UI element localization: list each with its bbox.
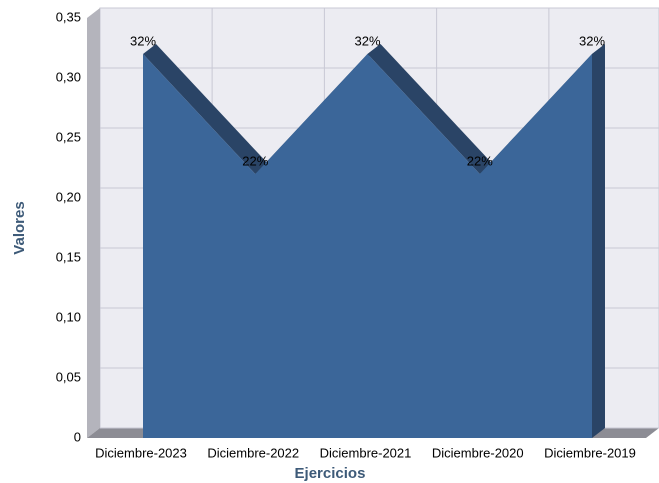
y-tick-label: 0,15: [56, 249, 81, 264]
x-tick-label: Diciembre-2020: [432, 445, 524, 460]
area: [143, 54, 592, 438]
y-axis-title: Valores: [11, 201, 28, 254]
area-side: [592, 44, 605, 438]
side-wall: [87, 8, 100, 438]
x-tick-label: Diciembre-2022: [207, 445, 299, 460]
area-ridge: [143, 44, 269, 174]
data-label: 22%: [242, 153, 268, 168]
y-tick-label: 0: [74, 429, 81, 444]
y-tick-label: 0,10: [56, 309, 81, 324]
data-label: 32%: [354, 33, 380, 48]
x-tick-label: Diciembre-2023: [95, 445, 187, 460]
x-tick-label: Diciembre-2021: [320, 445, 412, 460]
y-tick-label: 0,25: [56, 129, 81, 144]
y-tick-label: 0,05: [56, 369, 81, 384]
data-label: 22%: [467, 153, 493, 168]
data-label: 32%: [579, 33, 605, 48]
y-tick-label: 0,30: [56, 69, 81, 84]
data-label: 32%: [130, 33, 156, 48]
area-ridge: [367, 44, 493, 174]
y-tick-label: 0,20: [56, 189, 81, 204]
y-tick-label: 0,35: [56, 9, 81, 24]
x-axis-title: Ejercicios: [295, 465, 366, 482]
x-tick-label: Diciembre-2019: [544, 445, 636, 460]
